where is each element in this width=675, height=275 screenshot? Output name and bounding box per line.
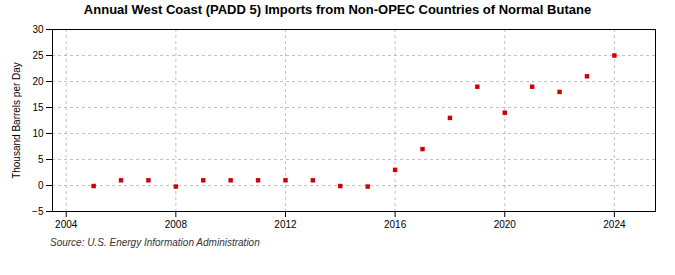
svg-text:2016: 2016 (384, 219, 407, 230)
html-text:Annual West Coast (PADD 5) Imp: Annual West Coast (PADD 5) Imports from … (83, 2, 592, 17)
svg-text:25: 25 (32, 50, 44, 61)
svg-text:0: 0 (38, 180, 44, 191)
svg-text:2008: 2008 (165, 219, 188, 230)
svg-text:5: 5 (38, 154, 44, 165)
svg-text:2004: 2004 (55, 219, 78, 230)
svg-text:Thousand Barrels per Day: Thousand Barrels per Day (11, 62, 22, 179)
svg-text:−5: −5 (32, 206, 44, 217)
html-text:Source: U.S. Energy Informatio: Source: U.S. Energy Information Administ… (50, 237, 260, 248)
svg-text:2024: 2024 (603, 219, 626, 230)
svg-text:30: 30 (32, 24, 44, 35)
svg-text:20: 20 (32, 76, 44, 87)
svg-text:2020: 2020 (494, 219, 517, 230)
svg-text:10: 10 (32, 128, 44, 139)
svg-text:2012: 2012 (274, 219, 297, 230)
svg-text:15: 15 (32, 102, 44, 113)
